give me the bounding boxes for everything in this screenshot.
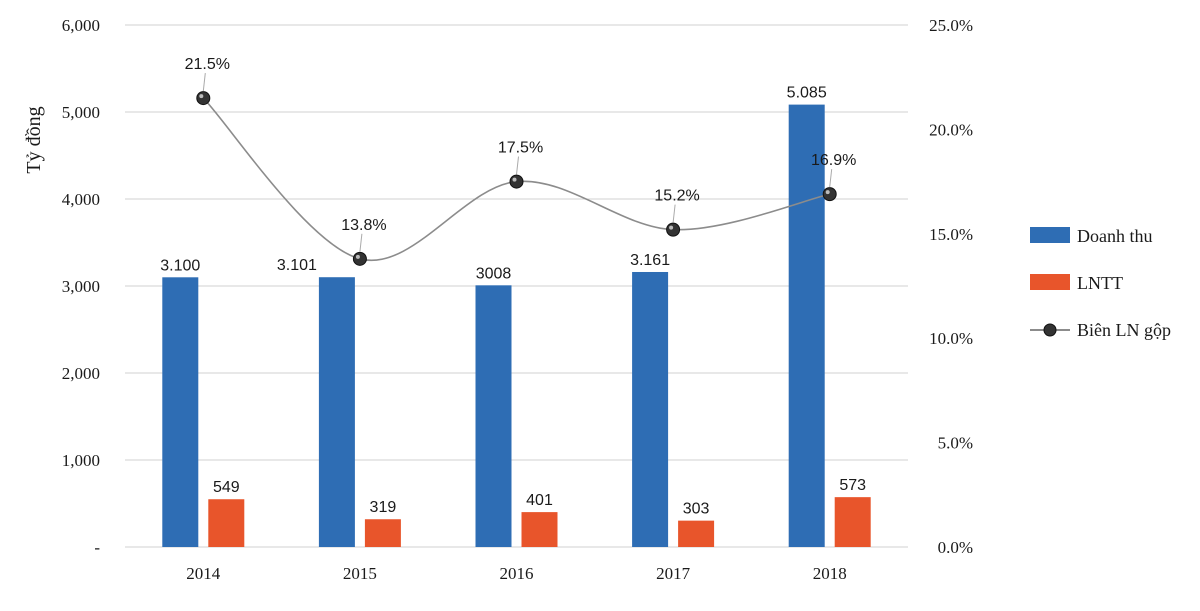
bar-data-label: 549 (213, 479, 240, 496)
line-point-highlight (512, 177, 517, 182)
line-point (509, 174, 524, 189)
bar-data-label: 3.101 (277, 257, 317, 274)
bar-data-label: 3.100 (160, 257, 200, 274)
right-axis-ticks: 0.0% 5.0% 10.0% 15.0% 20.0% 25.0% (929, 16, 973, 557)
line-data-label: 16.9% (811, 152, 856, 169)
line-point-highlight (669, 225, 674, 230)
legend: Doanh thu LNTT Biên LN gộp (1030, 226, 1171, 340)
bar-doanh-thu (162, 277, 199, 547)
line-point (666, 222, 681, 237)
x-tick-label: 2016 (500, 564, 534, 583)
legend-label: Biên LN gộp (1077, 320, 1171, 340)
data-labels: 3.100 3.101 3008 3.161 5.085 549 319 401 303 573 2… (160, 56, 866, 518)
legend-swatch (1030, 227, 1070, 243)
bar-lntt (208, 499, 245, 547)
left-tick-label: - (94, 538, 100, 557)
right-tick-label: 25.0% (929, 16, 973, 35)
right-tick-label: 20.0% (929, 120, 973, 139)
x-axis-ticks: 2014 2015 2016 2017 2018 (186, 564, 846, 583)
line-data-label: 17.5% (498, 140, 543, 157)
label-leader (202, 73, 206, 92)
legend-label: Doanh thu (1077, 226, 1153, 246)
line-data-label: 21.5% (185, 56, 230, 73)
line-data-label: 15.2% (654, 188, 699, 205)
label-leader (516, 156, 519, 175)
bar-lntt (678, 520, 715, 547)
bar-data-label: 319 (370, 499, 397, 516)
y-axis-title: Tỷ đồng (23, 106, 45, 173)
bar-doanh-thu (318, 277, 355, 547)
gridlines (125, 24, 908, 548)
left-tick-label: 2,000 (62, 364, 100, 383)
bar-data-label: 573 (839, 477, 866, 494)
line-point-highlight (825, 190, 830, 195)
bars (162, 104, 871, 547)
bar-data-label: 5.085 (787, 85, 827, 102)
left-axis-ticks: - 1,000 2,000 3,000 4,000 5,000 6,000 (62, 16, 101, 557)
bar-data-label: 401 (526, 492, 553, 509)
left-tick-label: 1,000 (62, 451, 100, 470)
legend-marker (1043, 323, 1057, 337)
bar-data-label: 3.161 (630, 252, 670, 269)
line-point (352, 251, 367, 266)
right-tick-label: 5.0% (938, 434, 973, 453)
left-tick-label: 6,000 (62, 16, 100, 35)
bar-doanh-thu (475, 285, 512, 547)
x-tick-label: 2017 (656, 564, 691, 583)
x-tick-label: 2015 (343, 564, 377, 583)
line-point (822, 187, 837, 202)
bar-lntt (834, 497, 871, 547)
margin-line-path (202, 97, 830, 262)
line-data-label: 13.8% (341, 217, 386, 234)
right-tick-label: 0.0% (938, 538, 973, 557)
bar-doanh-thu (632, 271, 669, 547)
line-point (196, 91, 211, 106)
x-tick-label: 2018 (813, 564, 847, 583)
legend-swatch (1030, 274, 1070, 290)
label-leader (672, 204, 676, 223)
x-tick-label: 2014 (186, 564, 221, 583)
right-tick-label: 15.0% (929, 225, 973, 244)
line-point-highlight (199, 94, 204, 99)
bar-data-label: 3008 (476, 265, 512, 282)
margin-line (196, 91, 837, 266)
left-tick-label: 5,000 (62, 103, 100, 122)
bar-lntt (364, 519, 401, 547)
left-tick-label: 3,000 (62, 277, 100, 296)
label-leader (359, 233, 363, 252)
bar-data-label: 303 (683, 501, 710, 518)
bar-doanh-thu (788, 104, 825, 547)
left-tick-label: 4,000 (62, 190, 100, 209)
line-point-highlight (355, 254, 360, 259)
legend-label: LNTT (1077, 273, 1123, 293)
right-tick-label: 10.0% (929, 329, 973, 348)
label-leader (829, 169, 833, 188)
bar-lntt (521, 512, 558, 547)
